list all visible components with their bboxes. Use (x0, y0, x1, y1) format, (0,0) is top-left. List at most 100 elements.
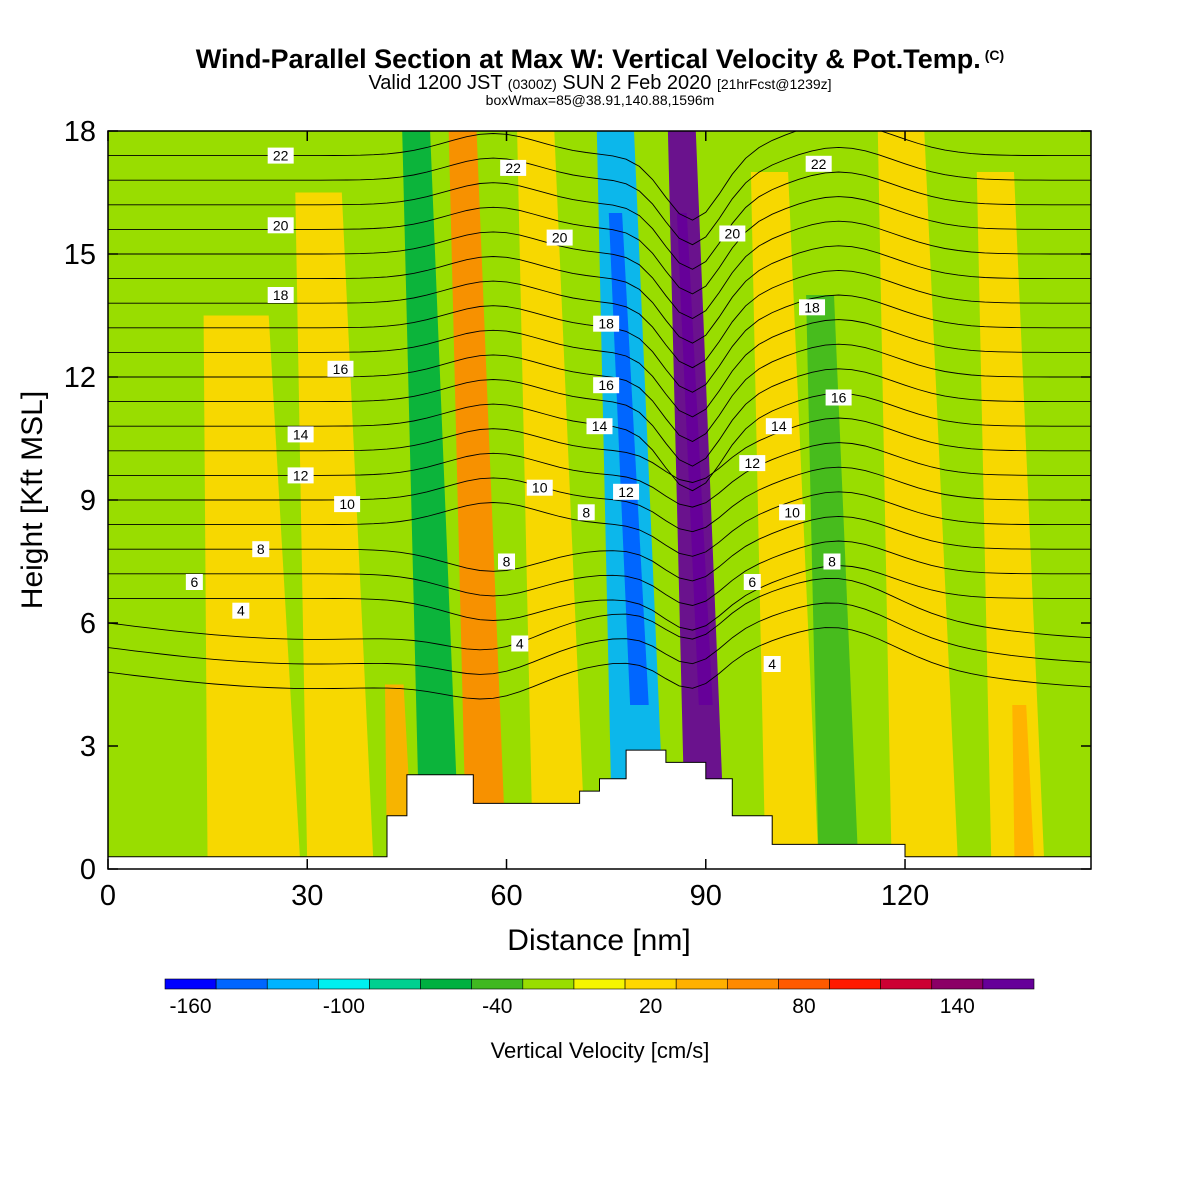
colorbar-title: Vertical Velocity [cm/s] (491, 1038, 710, 1063)
colorbar-tick-label: 140 (940, 995, 975, 1018)
potential-temperature-contour-line (108, 491, 1091, 557)
contour-label: 22 (267, 147, 294, 164)
y-tick-label: 3 (80, 731, 96, 763)
velocity-band (1012, 705, 1035, 869)
potential-temperature-contour-line (108, 627, 1091, 700)
svg-text:14: 14 (771, 418, 787, 434)
contour-label: 4 (763, 656, 781, 672)
svg-text:6: 6 (190, 574, 198, 590)
potential-temperature-contour-line (108, 515, 1091, 582)
potential-temperature-contour-line (108, 245, 1091, 344)
contour-label: 10 (526, 479, 553, 496)
svg-text:16: 16 (598, 377, 614, 393)
svg-text:20: 20 (273, 217, 289, 233)
subtitle-valid: Valid 1200 JST (368, 72, 503, 94)
chart-title-mark: (C) (984, 47, 1005, 63)
colorbar-tick-label: -100 (323, 995, 365, 1018)
y-axis-label: Height [Kft MSL] (16, 391, 49, 609)
x-tick-label: 0 (100, 880, 116, 912)
colorbar-tick-label: -40 (482, 995, 512, 1018)
svg-text:14: 14 (293, 426, 309, 442)
velocity-band (877, 131, 959, 869)
contour-label: 20 (719, 225, 746, 242)
svg-text:20: 20 (725, 226, 741, 242)
colorbar-swatch (215, 978, 268, 990)
colorbar-tick-label: -160 (170, 995, 212, 1018)
svg-text:22: 22 (811, 156, 827, 172)
potential-temperature-contour-line (108, 442, 1091, 508)
subtitle-date: SUN 2 Feb 2020 (562, 72, 712, 94)
velocity-band (806, 295, 859, 869)
svg-text:10: 10 (339, 496, 355, 512)
colorbar-swatch (318, 978, 370, 990)
svg-text:22: 22 (273, 148, 289, 164)
terrain-profile (108, 749, 1091, 869)
contour-label: 18 (593, 315, 620, 332)
colorbar-swatch (829, 978, 881, 990)
colorbar-swatch (931, 978, 984, 990)
contour-label: 16 (327, 360, 354, 377)
contour-label: 12 (613, 483, 640, 500)
contour-label: 18 (267, 287, 294, 303)
x-tick-label: 120 (881, 880, 929, 912)
contour-label: 8 (823, 553, 841, 570)
svg-text:8: 8 (582, 504, 590, 520)
contour-label: 22 (805, 155, 832, 172)
colorbar-tick-label: 80 (792, 995, 815, 1018)
svg-text:4: 4 (237, 603, 245, 619)
contour-label: 22 (500, 159, 527, 176)
contour-label: 8 (252, 541, 270, 558)
svg-text:10: 10 (532, 480, 548, 496)
potential-temperature-contour-line (108, 343, 1091, 443)
velocity-band (976, 172, 1045, 869)
potential-temperature-contour-line (108, 466, 1091, 533)
contour-label: 12 (287, 467, 314, 484)
contour-label: 6 (185, 574, 203, 590)
svg-text:18: 18 (598, 316, 614, 332)
y-axis: 0 3 6 9 12 15 18 (64, 116, 1091, 886)
contour-labels: 4 4 4 6 6 8 8 8 8 10 10 10 12 12 12 14 14 14 16 16 16 18 18 18 2… (185, 147, 852, 672)
contour-label: 18 (799, 299, 826, 316)
potential-temperature-contours (108, 131, 1091, 700)
colorbar-swatch (624, 978, 677, 990)
contour-label: 14 (586, 418, 613, 435)
potential-temperature-contour-line (108, 577, 1091, 651)
x-axis: 0 30 60 90 120 (100, 131, 929, 912)
potential-temperature-contour-line (108, 171, 1091, 270)
potential-temperature-contour-line (108, 220, 1091, 320)
x-tick-label: 90 (690, 880, 722, 912)
terrain-mask (108, 749, 1091, 869)
y-tick-label: 6 (80, 608, 96, 640)
colorbar: -160 -100 -40 20 80 140 (164, 978, 1035, 1018)
svg-text:14: 14 (592, 418, 608, 434)
contour-label: 14 (287, 426, 314, 443)
contour-label: 4 (232, 602, 250, 619)
svg-text:12: 12 (744, 455, 760, 471)
contour-label: 8 (577, 504, 595, 521)
svg-text:8: 8 (257, 541, 265, 557)
svg-text:10: 10 (784, 504, 800, 520)
colorbar-swatch (164, 978, 217, 990)
colorbar-swatch (982, 978, 1035, 990)
subtitle-utc: (0300Z) (507, 76, 557, 92)
chart-title: Wind-Parallel Section at Max W: Vertical… (0, 44, 1200, 75)
chart-subtitle-secondary: boxWmax=85@38.91,140.88,1596m (485, 92, 715, 108)
potential-temperature-contour-line (108, 269, 1091, 369)
potential-temperature-contour-line (108, 319, 1091, 418)
potential-temperature-contour-line (108, 146, 1091, 246)
colorbar-swatch (369, 978, 421, 990)
y-tick-label: 12 (64, 362, 96, 394)
svg-text:8: 8 (828, 554, 836, 570)
svg-text:8: 8 (503, 554, 511, 570)
velocity-band (750, 172, 819, 869)
velocity-band-core (608, 213, 649, 705)
colorbar-swatch (573, 978, 626, 990)
y-tick-label: 15 (64, 239, 96, 271)
velocity-band-core (676, 213, 713, 705)
velocity-band (295, 192, 374, 869)
svg-text:16: 16 (333, 361, 349, 377)
contour-label: 12 (739, 455, 766, 472)
svg-text:20: 20 (552, 230, 568, 246)
contour-label: 16 (825, 389, 852, 406)
velocity-band (203, 315, 301, 869)
